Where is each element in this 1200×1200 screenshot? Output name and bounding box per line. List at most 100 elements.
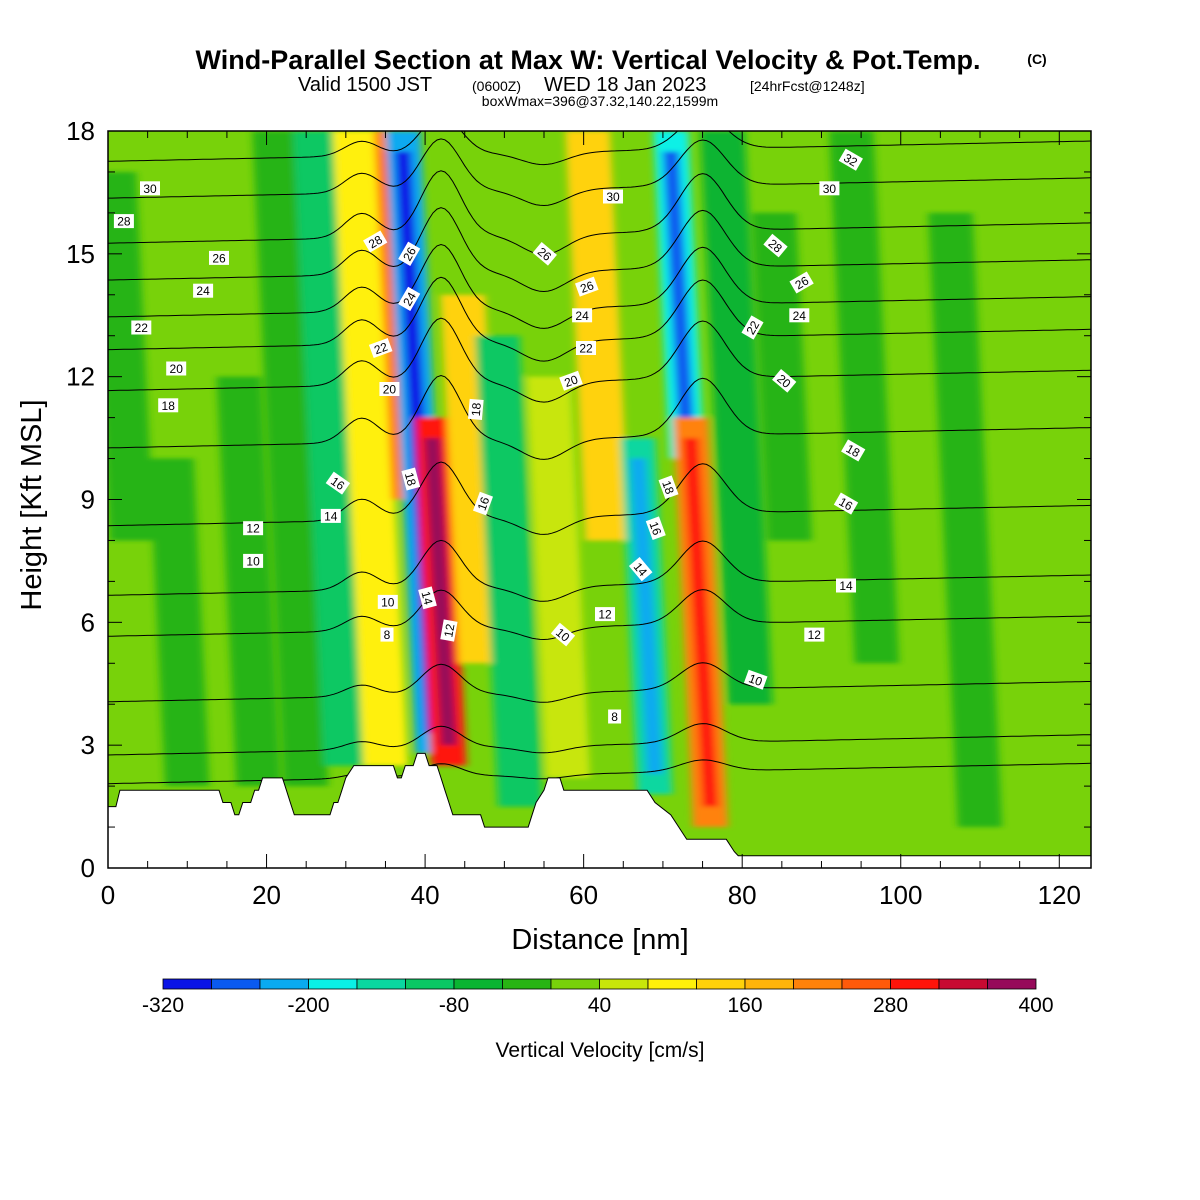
colorbar-swatch <box>502 978 552 990</box>
contour-label-background <box>658 475 679 499</box>
colorbar-tick-label: -200 <box>287 994 329 1017</box>
contour-label: 8 <box>608 709 622 724</box>
contour-label-background <box>398 241 421 266</box>
contour-label-text: 12 <box>441 622 457 638</box>
colorbar-swatch <box>890 978 940 990</box>
colorbar-swatch <box>308 978 358 990</box>
contour-label: 30 <box>140 181 160 196</box>
x-tick-label: 80 <box>728 880 757 910</box>
velocity-band <box>292 131 369 766</box>
y-tick-label: 6 <box>81 607 95 637</box>
contour-label-text: 12 <box>598 608 612 622</box>
contour-label: 16 <box>833 492 859 515</box>
contour-label: 16 <box>325 471 351 495</box>
valid-time-utc: (0600Z) <box>472 78 521 94</box>
contour-label: 14 <box>628 556 653 582</box>
contour-label-text: 22 <box>579 342 593 356</box>
y-tick-label: 18 <box>66 116 95 146</box>
contour-label: 30 <box>603 189 623 204</box>
isentrope-12 <box>108 589 1091 641</box>
colorbar-swatch <box>356 978 406 990</box>
contour-label-background <box>532 242 557 266</box>
valid-time-prefix: Valid 1500 JST <box>298 74 432 96</box>
isentrope-24 <box>108 243 1091 329</box>
contour-label-text: 24 <box>196 284 210 298</box>
contour-label: 28 <box>113 214 134 229</box>
contour-label: 22 <box>576 341 596 356</box>
contour-label: 18 <box>841 439 866 462</box>
contour-label-background <box>401 467 421 491</box>
contour-label-background <box>595 607 615 622</box>
contour-label: 12 <box>804 627 825 642</box>
contour-label-text: 10 <box>381 595 395 609</box>
contour-label: 24 <box>398 286 421 312</box>
velocity-band <box>216 376 281 787</box>
isentrope-28 <box>108 170 1091 256</box>
contour-label: 14 <box>418 586 437 610</box>
contour-label: 26 <box>575 276 599 297</box>
colorbar <box>162 978 1037 990</box>
velocity-band-core <box>424 438 457 746</box>
contour-label-text: 30 <box>606 190 620 204</box>
y-axis-title: Height [Kft MSL] <box>16 399 48 610</box>
contour-label-text: 26 <box>578 278 596 296</box>
colorbar-swatch <box>647 978 697 990</box>
contour-label: 22 <box>741 315 764 340</box>
colorbar-tick-label: -80 <box>439 994 469 1017</box>
contour-label-text: 26 <box>400 244 419 263</box>
potential-temperature-contours <box>108 131 1091 785</box>
contour-label-background <box>320 508 341 523</box>
colorbar-swatch <box>162 978 212 990</box>
colorbar-swatch <box>211 978 261 990</box>
isentrope-30 <box>108 138 1091 207</box>
valid-time-date: WED 18 Jan 2023 <box>544 74 706 96</box>
colorbar-swatch <box>744 978 794 990</box>
contour-label-text: 28 <box>117 215 131 229</box>
contour-label-background <box>772 369 797 393</box>
contour-label-text: 18 <box>162 399 176 413</box>
chart-title: Wind-Parallel Section at Max W: Vertical… <box>196 45 981 75</box>
contour-label-background <box>819 181 840 196</box>
box-wmax-note: boxWmax=396@37.32,140.22,1599m <box>482 93 718 109</box>
contour-label: 22 <box>131 320 152 335</box>
contour-label-background <box>743 669 768 690</box>
contour-label: 28 <box>363 230 388 253</box>
contour-label: 18 <box>401 467 421 491</box>
contour-label-background <box>363 230 388 253</box>
contour-label: 26 <box>789 271 814 294</box>
contour-label-text: 28 <box>366 232 385 251</box>
colorbar-swatch <box>793 978 843 990</box>
contour-label: 14 <box>320 508 341 523</box>
contour-label-text: 24 <box>575 309 589 323</box>
contour-label: 12 <box>243 521 264 536</box>
contour-label: 24 <box>789 308 810 323</box>
contour-label-background <box>379 382 400 396</box>
isentrope-16 <box>108 461 1091 535</box>
x-tick-label: 20 <box>252 880 281 910</box>
contour-label-background <box>243 521 264 536</box>
contour-label-background <box>789 271 814 294</box>
contour-label-background <box>368 338 393 358</box>
contour-label: 22 <box>368 338 393 358</box>
contour-label-background <box>628 556 653 582</box>
velocity-band <box>149 458 210 787</box>
contour-label: 10 <box>243 553 264 568</box>
contour-label-background <box>575 276 599 297</box>
contour-label-background <box>193 283 214 298</box>
colorbar-swatch <box>453 978 503 990</box>
contour-label-text: 18 <box>402 471 419 488</box>
contour-label-text: 24 <box>400 290 419 309</box>
contour-label: 24 <box>572 308 593 323</box>
velocity-band <box>828 131 900 664</box>
contour-label-text: 30 <box>823 182 837 196</box>
contour-label: 26 <box>398 241 421 266</box>
colorbar-swatch <box>987 978 1037 990</box>
terrain-mask <box>108 752 1091 868</box>
contour-label: 26 <box>209 250 229 265</box>
contour-labels: 30 28 26 24 22 20 18 12 10 16 14 28 26 24 22 20 18 10 8 14 1… <box>113 148 866 724</box>
contour-label-background <box>243 553 264 568</box>
x-axis-title: Distance [nm] <box>511 924 688 956</box>
contour-label: 26 <box>532 242 557 266</box>
contour-label: 16 <box>645 516 666 540</box>
velocity-band <box>252 131 329 787</box>
